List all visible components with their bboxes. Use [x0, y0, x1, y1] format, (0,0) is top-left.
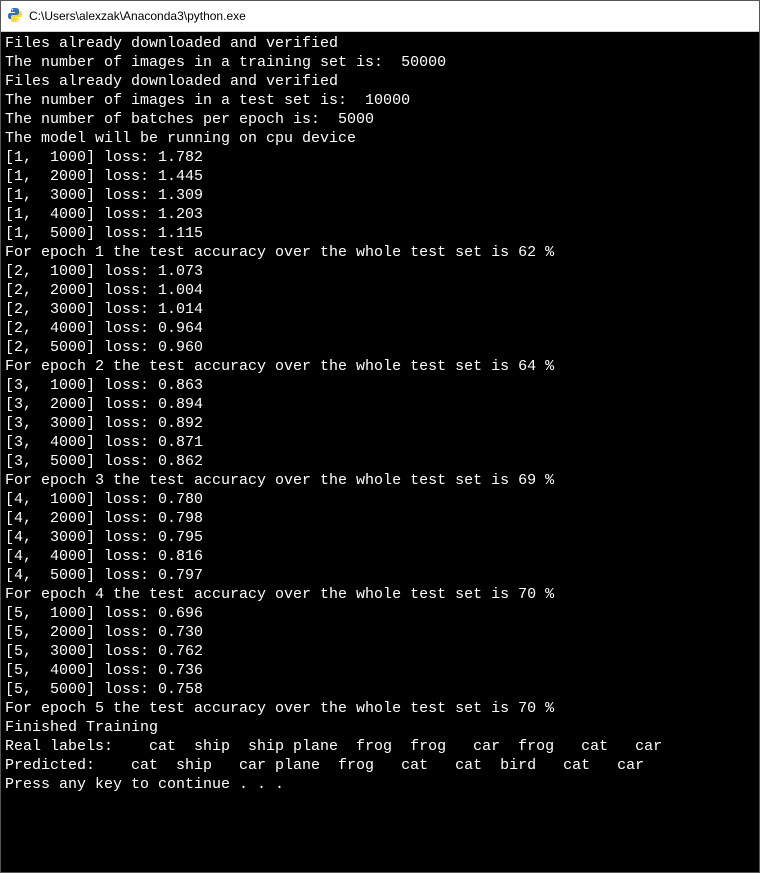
loss-line: [3, 5000] loss: 0.862	[5, 452, 755, 471]
accuracy-line: For epoch 5 the test accuracy over the w…	[5, 699, 755, 718]
accuracy-line: For epoch 1 the test accuracy over the w…	[5, 243, 755, 262]
title-bar[interactable]: C:\Users\alexzak\Anaconda3\python.exe	[1, 1, 759, 32]
accuracy-line: For epoch 2 the test accuracy over the w…	[5, 357, 755, 376]
loss-line: [5, 1000] loss: 0.696	[5, 604, 755, 623]
loss-line: [2, 4000] loss: 0.964	[5, 319, 755, 338]
test-count-line: The number of images in a test set is: 1…	[5, 91, 755, 110]
loss-line: [1, 4000] loss: 1.203	[5, 205, 755, 224]
python-icon	[7, 7, 29, 26]
window-title: C:\Users\alexzak\Anaconda3\python.exe	[29, 9, 246, 23]
batches-line: The number of batches per epoch is: 5000	[5, 110, 755, 129]
console-output[interactable]: Files already downloaded and verifiedThe…	[1, 32, 759, 872]
loss-line: [1, 2000] loss: 1.445	[5, 167, 755, 186]
status-line: Files already downloaded and verified	[5, 34, 755, 53]
loss-line: [4, 2000] loss: 0.798	[5, 509, 755, 528]
loss-line: [1, 1000] loss: 1.782	[5, 148, 755, 167]
press-key-line: Press any key to continue . . .	[5, 775, 755, 794]
status-line: Files already downloaded and verified	[5, 72, 755, 91]
predicted-line: Predicted: cat ship car plane frog cat c…	[5, 756, 755, 775]
finished-line: Finished Training	[5, 718, 755, 737]
loss-line: [2, 2000] loss: 1.004	[5, 281, 755, 300]
training-count-line: The number of images in a training set i…	[5, 53, 755, 72]
device-line: The model will be running on cpu device	[5, 129, 755, 148]
loss-line: [1, 3000] loss: 1.309	[5, 186, 755, 205]
loss-line: [2, 5000] loss: 0.960	[5, 338, 755, 357]
accuracy-line: For epoch 3 the test accuracy over the w…	[5, 471, 755, 490]
loss-line: [3, 3000] loss: 0.892	[5, 414, 755, 433]
real-labels-line: Real labels: cat ship ship plane frog fr…	[5, 737, 755, 756]
loss-line: [1, 5000] loss: 1.115	[5, 224, 755, 243]
loss-line: [2, 3000] loss: 1.014	[5, 300, 755, 319]
loss-line: [4, 3000] loss: 0.795	[5, 528, 755, 547]
accuracy-line: For epoch 4 the test accuracy over the w…	[5, 585, 755, 604]
loss-line: [3, 2000] loss: 0.894	[5, 395, 755, 414]
loss-line: [3, 1000] loss: 0.863	[5, 376, 755, 395]
loss-line: [5, 5000] loss: 0.758	[5, 680, 755, 699]
loss-line: [4, 5000] loss: 0.797	[5, 566, 755, 585]
loss-line: [5, 3000] loss: 0.762	[5, 642, 755, 661]
loss-line: [2, 1000] loss: 1.073	[5, 262, 755, 281]
loss-line: [4, 4000] loss: 0.816	[5, 547, 755, 566]
loss-line: [4, 1000] loss: 0.780	[5, 490, 755, 509]
loss-line: [5, 4000] loss: 0.736	[5, 661, 755, 680]
loss-line: [3, 4000] loss: 0.871	[5, 433, 755, 452]
console-window: C:\Users\alexzak\Anaconda3\python.exe Fi…	[0, 0, 760, 873]
loss-line: [5, 2000] loss: 0.730	[5, 623, 755, 642]
